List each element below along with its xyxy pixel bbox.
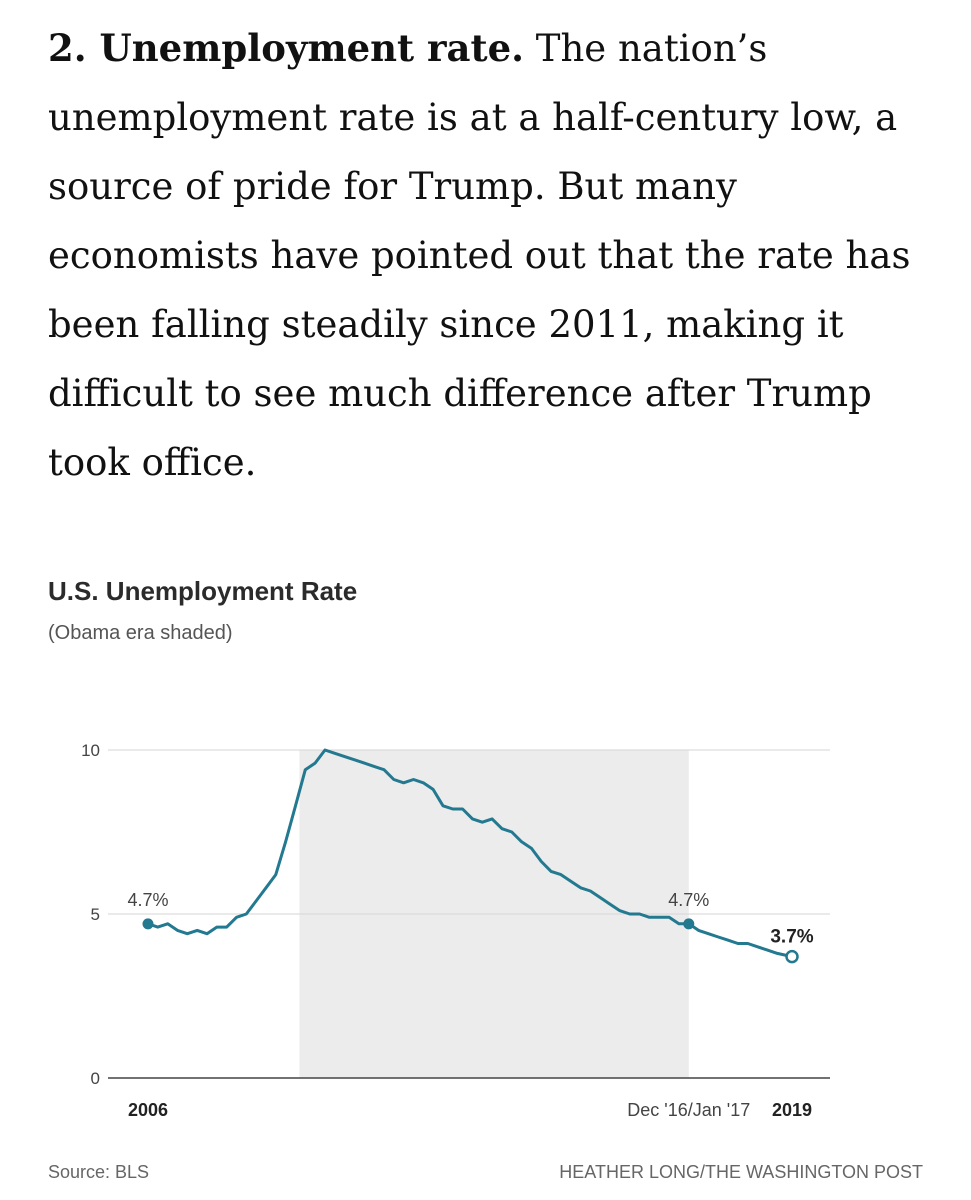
x-tick-label-0: 2006: [128, 1100, 168, 1120]
annotation-label-1: 4.7%: [668, 890, 709, 910]
article-heading: 2. Unemployment rate.: [48, 26, 525, 70]
unemployment-line-chart: 0 5 10 2006 Dec '16/Jan '17 2019 4.7% 4.7% 3.7%: [81, 741, 830, 1120]
article-paragraph: 2. Unemployment rate. The nation’s unemp…: [48, 14, 938, 497]
series-line-0: [146, 748, 794, 959]
y-tick-label-5: 5: [91, 905, 100, 924]
chart-title: U.S. Unemployment Rate: [48, 576, 358, 606]
credit-note: HEATHER LONG/THE WASHINGTON POST: [559, 1162, 923, 1182]
annotation-marker-2: [785, 949, 799, 964]
annotation-marker-0: [142, 918, 154, 930]
annotation-label-2: 3.7%: [770, 927, 813, 948]
y-tick-label-0: 0: [91, 1069, 100, 1088]
annotation-label-0: 4.7%: [127, 890, 168, 910]
chart-figure: U.S. Unemployment Rate (Obama era shaded…: [0, 560, 971, 1200]
article-body: The nation’s unemployment rate is at a h…: [48, 27, 911, 484]
y-tick-label-10: 10: [81, 741, 100, 760]
annotation-marker-1: [683, 918, 695, 930]
source-note: Source: BLS: [48, 1162, 150, 1182]
x-tick-label-2: 2019: [772, 1100, 812, 1120]
x-tick-label-1: Dec '16/Jan '17: [627, 1100, 750, 1120]
chart-subtitle: (Obama era shaded): [48, 622, 233, 644]
